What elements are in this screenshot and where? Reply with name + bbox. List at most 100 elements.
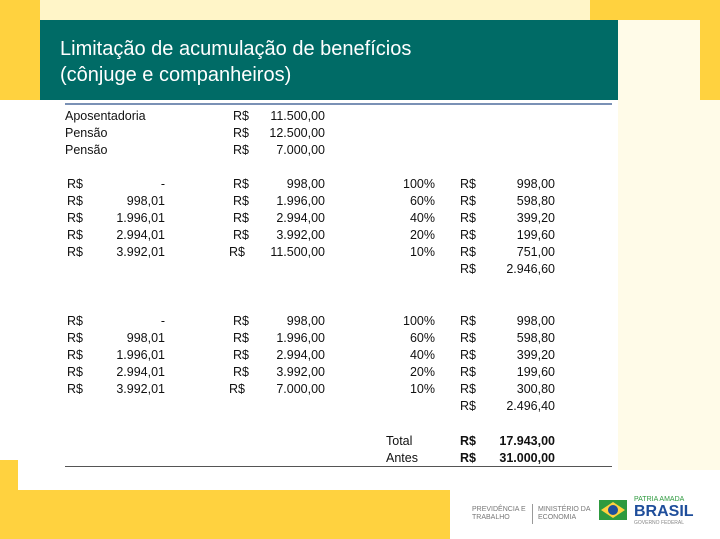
currency: R$ <box>67 228 83 242</box>
amount: 12.500,00 <box>269 126 325 140</box>
currency: R$ <box>67 365 83 379</box>
amount: 1.996,00 <box>276 194 325 208</box>
currency: R$ <box>67 382 83 396</box>
amount: 399,20 <box>516 348 555 362</box>
amount: 998,01 <box>126 194 165 208</box>
currency: R$ <box>460 177 476 191</box>
amount: 2.994,00 <box>276 211 325 225</box>
currency: R$ <box>233 211 249 225</box>
currency: R$ <box>460 348 476 362</box>
currency: R$ <box>233 331 249 345</box>
logo-ministry: PREVIDÊNCIA E TRABALHO <box>472 506 526 522</box>
currency: R$ <box>229 245 245 259</box>
footer-box <box>450 470 720 539</box>
currency: R$ <box>460 314 476 328</box>
amount: 17.943,00 <box>499 434 555 448</box>
amount: 998,00 <box>516 314 555 328</box>
amount: 598,80 <box>516 194 555 208</box>
title: Limitação de acumulação de benefícios (c… <box>60 36 411 88</box>
rate: 20% <box>409 365 435 379</box>
amount: - <box>160 177 165 191</box>
amount: 1.996,01 <box>116 211 165 225</box>
benefit-label: Pensão <box>65 143 108 157</box>
currency: R$ <box>460 194 476 208</box>
currency: R$ <box>460 382 476 396</box>
currency: R$ <box>233 143 249 157</box>
logo-text: GOVERNO FEDERAL <box>634 520 685 526</box>
deco <box>40 0 590 20</box>
currency: R$ <box>460 228 476 242</box>
currency: R$ <box>233 109 249 123</box>
currency: R$ <box>460 245 476 259</box>
amount: - <box>160 314 165 328</box>
currency: R$ <box>460 399 476 413</box>
currency: R$ <box>233 228 249 242</box>
currency: R$ <box>67 194 83 208</box>
amount: 2.994,01 <box>116 365 165 379</box>
currency: R$ <box>233 194 249 208</box>
currency: R$ <box>460 331 476 345</box>
amount: 998,00 <box>286 314 325 328</box>
rate: 100% <box>403 177 435 191</box>
logo-text: PATRIA AMADA <box>634 496 685 503</box>
header: Limitação de acumulação de benefícios (c… <box>40 20 618 100</box>
amount: 598,80 <box>516 331 555 345</box>
currency: R$ <box>67 314 83 328</box>
rule <box>65 103 612 105</box>
currency: R$ <box>460 451 476 465</box>
amount: 998,01 <box>126 331 165 345</box>
currency: R$ <box>67 245 83 259</box>
amount: 7.000,00 <box>276 143 325 157</box>
currency: R$ <box>233 348 249 362</box>
rate: 40% <box>409 348 435 362</box>
amount: 7.000,00 <box>276 382 325 396</box>
amount: 998,00 <box>286 177 325 191</box>
amount: 3.992,01 <box>116 382 165 396</box>
amount: 2.994,00 <box>276 348 325 362</box>
amount: 2.496,40 <box>506 399 555 413</box>
amount: 11.500,00 <box>270 109 325 123</box>
amount: 2.946,60 <box>506 262 555 276</box>
deco <box>618 20 720 539</box>
amount: 3.992,00 <box>276 365 325 379</box>
currency: R$ <box>67 211 83 225</box>
logo-text: MINISTÉRIO DA <box>538 506 591 513</box>
benefit-label: Aposentadoria <box>65 109 146 123</box>
currency: R$ <box>67 177 83 191</box>
amount: 399,20 <box>516 211 555 225</box>
amount: 998,00 <box>516 177 555 191</box>
logo-ministry: MINISTÉRIO DA ECONOMIA <box>538 506 591 522</box>
logo-flag <box>599 500 627 520</box>
currency: R$ <box>233 365 249 379</box>
rate: 10% <box>409 245 435 259</box>
deco <box>0 490 450 539</box>
amount: 1.996,00 <box>276 331 325 345</box>
logo-text: ECONOMIA <box>538 514 577 521</box>
amount: 1.996,01 <box>116 348 165 362</box>
amount: 31.000,00 <box>499 451 555 465</box>
rate: 60% <box>409 194 435 208</box>
logo-sep <box>532 504 533 524</box>
amount: 199,60 <box>516 228 555 242</box>
currency: R$ <box>67 331 83 345</box>
logo-text: PREVIDÊNCIA E <box>472 506 526 513</box>
logo-text: TRABALHO <box>472 514 510 521</box>
amount: 3.992,01 <box>116 245 165 259</box>
rate: 60% <box>409 331 435 345</box>
currency: R$ <box>229 382 245 396</box>
amount: 11.500,00 <box>270 245 325 259</box>
currency: R$ <box>460 262 476 276</box>
title-line: Limitação de acumulação de benefícios <box>60 38 412 60</box>
amount: 751,00 <box>516 245 555 259</box>
total-label: Antes <box>386 451 418 465</box>
currency: R$ <box>233 126 249 140</box>
rule <box>65 466 612 467</box>
currency: R$ <box>460 211 476 225</box>
currency: R$ <box>67 348 83 362</box>
logo-brand: PATRIA AMADA BRASIL GOVERNO FEDERAL <box>634 496 694 526</box>
total-label: Total <box>386 434 413 448</box>
rate: 10% <box>409 382 435 396</box>
rate: 20% <box>409 228 435 242</box>
currency: R$ <box>233 314 249 328</box>
